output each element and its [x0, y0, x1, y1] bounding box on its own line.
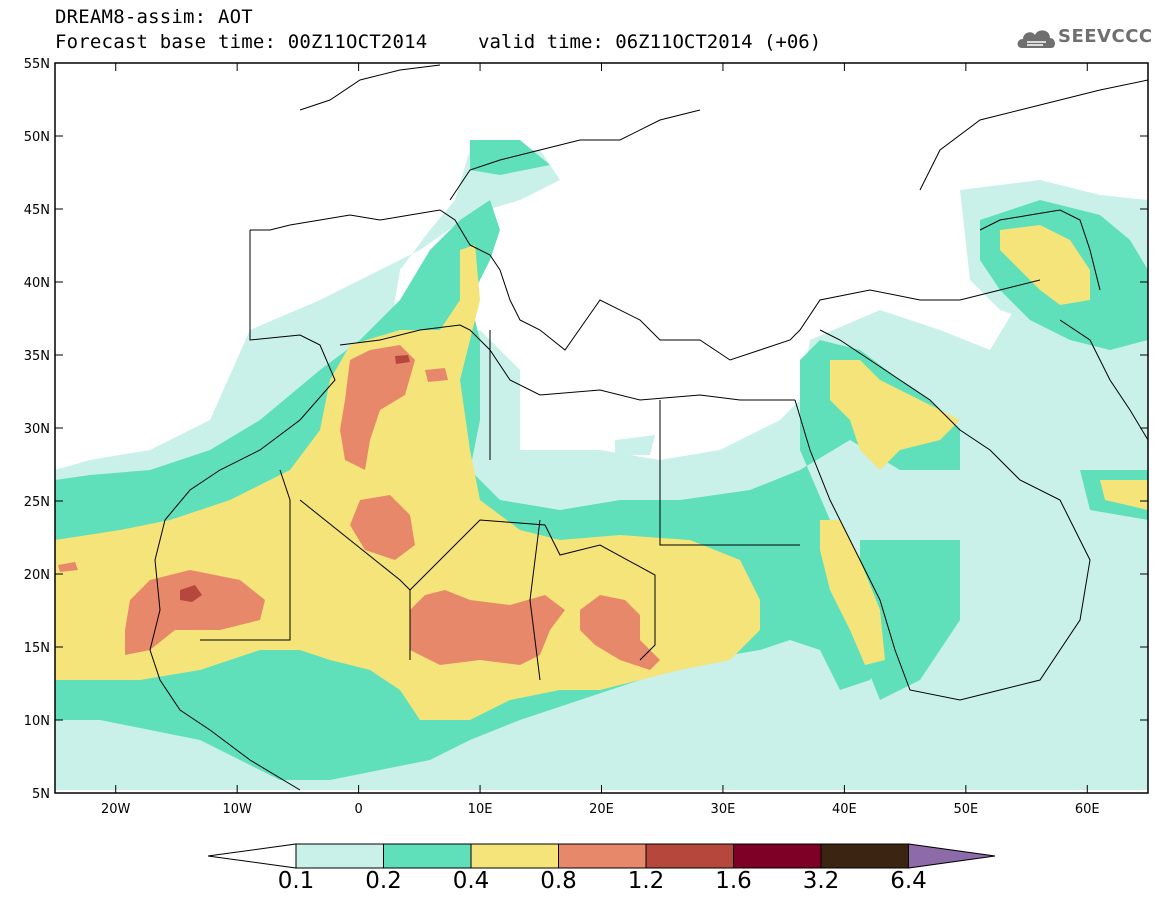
lat-tick-label: 30N	[24, 422, 50, 437]
lat-tick-label: 5N	[32, 787, 50, 802]
lat-tick-label: 25N	[24, 495, 50, 510]
colorbar-level-label: 0.8	[540, 868, 577, 894]
colorbar-level-label: 0.2	[365, 868, 402, 894]
lon-tick-label: 0	[354, 802, 362, 817]
axis-ticks: 20W 10W 0 10E 20E 30E 40E 50E 60E 55N 50N 45N 40N 35N…	[24, 57, 1148, 817]
cloud-logo-icon	[1017, 30, 1056, 48]
aot-contours	[55, 64, 1148, 791]
colorbar-swatch	[558, 843, 647, 869]
colorbar-under-triangle	[207, 843, 297, 869]
lon-tick-label: 20W	[101, 802, 131, 817]
lat-tick-label: 40N	[24, 276, 50, 291]
lat-tick-label: 45N	[24, 203, 50, 218]
lon-tick-label: 20E	[589, 802, 614, 817]
colorbar-swatch	[645, 843, 734, 869]
colorbar-over-triangle	[908, 843, 996, 869]
lon-tick-label: 10E	[468, 802, 493, 817]
valid-time: valid time: 06Z11OCT2014 (+06)	[478, 31, 822, 53]
coastlines-and-borders	[149, 64, 1148, 791]
lat-tick-label: 35N	[24, 349, 50, 364]
lat-tick-label: 50N	[24, 130, 50, 145]
logo-text: SEEVCCC	[1058, 26, 1153, 47]
colorbar-level-label: 1.2	[627, 868, 665, 894]
lat-tick-label: 20N	[24, 568, 50, 583]
colorbar-level-label: 1.6	[715, 868, 752, 894]
colorbar	[207, 843, 996, 869]
lat-tick-label: 55N	[24, 57, 50, 72]
map-title: DREAM8-assim: AOT	[55, 6, 253, 28]
lat-tick-label: 15N	[24, 641, 50, 656]
colorbar-swatch	[470, 843, 559, 869]
lon-tick-label: 40E	[832, 802, 857, 817]
aot-level-0.8	[58, 345, 660, 670]
colorbar-level-label: 0.4	[452, 868, 490, 894]
lon-tick-label: 30E	[711, 802, 736, 817]
forecast-base-time: Forecast base time: 00Z11OCT2014	[55, 31, 428, 53]
lon-tick-label: 60E	[1075, 802, 1100, 817]
colorbar-swatch	[383, 843, 472, 869]
colorbar-swatch	[295, 843, 384, 869]
colorbar-level-label: 6.4	[890, 868, 927, 894]
lon-tick-label: 50E	[953, 802, 978, 817]
colorbar-swatch	[820, 843, 909, 869]
lat-tick-label: 10N	[24, 714, 50, 729]
aot-level-1.2	[180, 355, 410, 602]
colorbar-level-label: 0.1	[277, 868, 315, 894]
colorbar-level-label: 3.2	[802, 868, 840, 894]
colorbar-swatch	[733, 843, 822, 869]
lon-tick-label: 10W	[222, 802, 252, 817]
